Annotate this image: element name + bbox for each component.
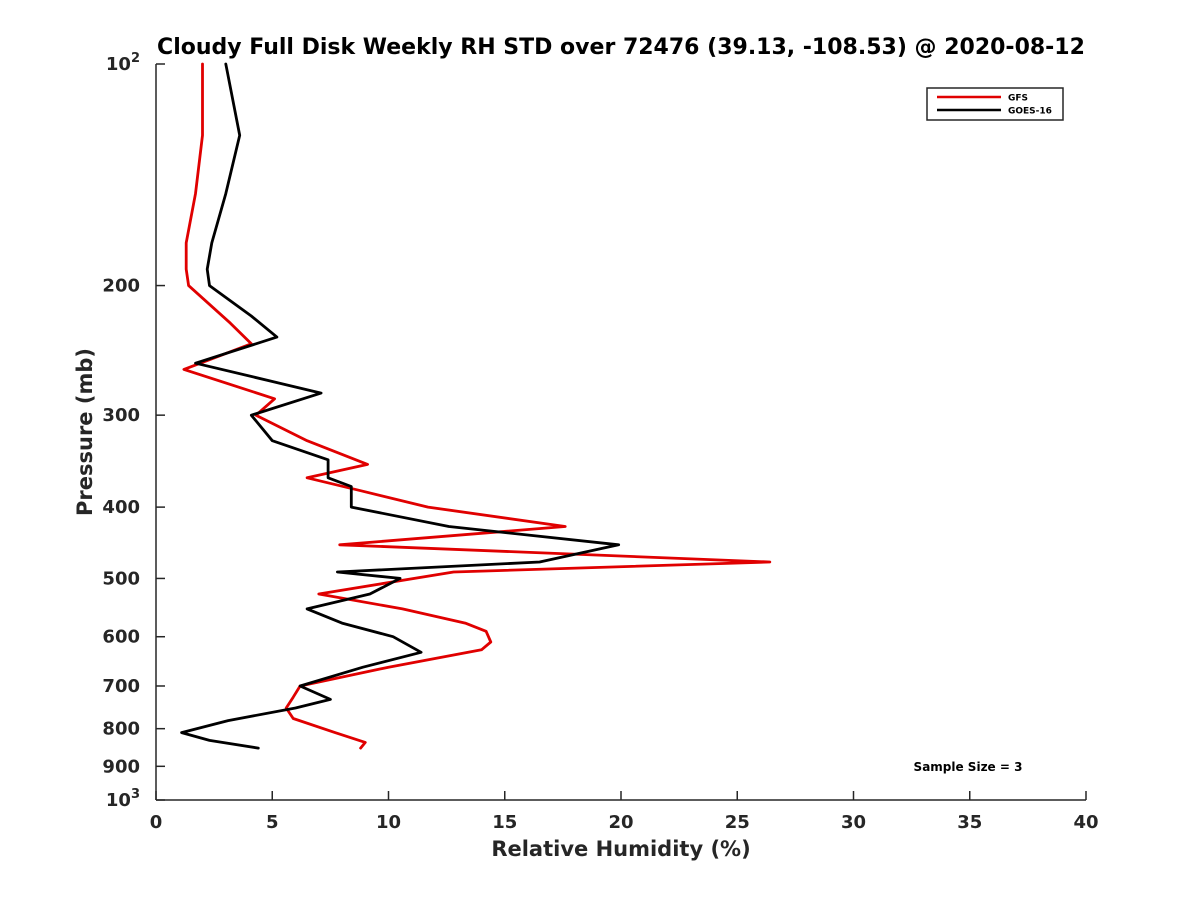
x-axis-ticks: 0 5 10 15 20 25 30 35 40	[150, 791, 1099, 833]
y-tick-label: 700	[102, 676, 140, 697]
series-lines	[180, 62, 772, 750]
x-tick-label: 30	[841, 812, 866, 833]
x-tick-label: 5	[266, 812, 279, 833]
y-tick-label: 200	[102, 276, 140, 297]
series-line-goes-16	[180, 62, 621, 750]
y-axis-ticks: 102 200 300 400 500 600 700 800 900 103	[102, 51, 165, 811]
y-tick-label: 600	[102, 627, 140, 648]
chart-title: Cloudy Full Disk Weekly RH STD over 7247…	[157, 35, 1085, 60]
x-tick-label: 10	[376, 812, 401, 833]
y-tick-label: 800	[102, 719, 140, 740]
x-tick-label: 15	[492, 812, 517, 833]
legend-label: GOES-16	[1008, 107, 1052, 117]
y-tick-label: 400	[102, 497, 140, 518]
x-tick-label: 40	[1073, 812, 1098, 833]
legend: GFS GOES-16	[926, 87, 1064, 121]
sample-size-annotation: Sample Size = 3	[914, 760, 1023, 774]
axes	[155, 64, 1086, 801]
x-axis-title: Relative Humidity (%)	[491, 837, 750, 861]
x-tick-label: 0	[150, 812, 163, 833]
y-tick-label: 103	[106, 787, 140, 811]
legend-box	[926, 87, 1064, 121]
x-tick-label: 25	[725, 812, 750, 833]
y-tick-label: 300	[102, 405, 140, 426]
series-line-gfs	[182, 62, 772, 750]
y-tick-label: 900	[102, 756, 140, 777]
y-axis-title: Pressure (mb)	[73, 348, 97, 516]
x-tick-label: 20	[608, 812, 633, 833]
y-tick-label: 102	[106, 51, 140, 75]
y-tick-label: 500	[102, 568, 140, 589]
legend-label: GFS	[1008, 94, 1028, 104]
x-tick-label: 35	[957, 812, 982, 833]
